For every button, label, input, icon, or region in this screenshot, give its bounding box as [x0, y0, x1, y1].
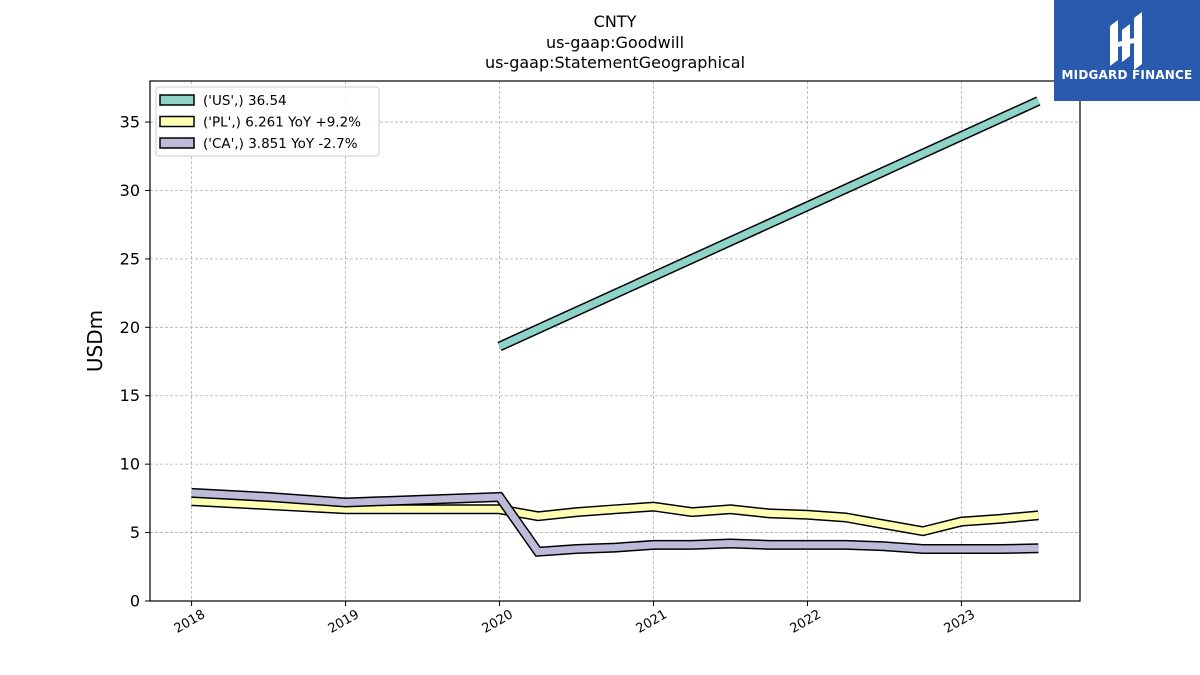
title-line-3: us-gaap:StatementGeographical — [485, 53, 745, 72]
legend: ('US',) 36.54 ('PL',) 6.261 YoY +9.2% ('CA… — [155, 86, 380, 157]
y-axis: 0 5 10 15 20 25 30 35 — [120, 113, 150, 611]
x-tick-label: 2019 — [326, 607, 362, 637]
plot-frame — [149, 80, 1081, 602]
x-axis: 2018 2019 2020 2021 2022 2023 — [172, 601, 978, 637]
title-line-1: CNTY — [594, 12, 637, 31]
y-axis-label: USDm — [83, 310, 107, 372]
y-tick-label: 15 — [120, 386, 140, 405]
legend-entry: ('US',) 36.54 — [203, 93, 287, 109]
x-tick-label: 2022 — [788, 607, 824, 637]
title-line-2: us-gaap:Goodwill — [546, 33, 684, 52]
x-tick-label: 2021 — [634, 607, 670, 637]
y-tick-label: 25 — [120, 249, 140, 268]
y-tick-label: 5 — [130, 523, 140, 542]
x-tick-label: 2020 — [480, 607, 516, 637]
series-line-2 — [191, 489, 1039, 556]
y-tick-label: 0 — [130, 592, 140, 611]
x-tick-label: 2023 — [942, 607, 978, 637]
x-tick-label: 2018 — [172, 607, 208, 637]
y-tick-label: 35 — [120, 113, 140, 132]
legend-swatch — [159, 94, 195, 106]
series-layer — [191, 96, 1041, 557]
legend-box — [155, 86, 380, 157]
legend-swatch — [159, 115, 195, 128]
y-tick-label: 30 — [120, 181, 140, 200]
y-tick-label: 20 — [120, 318, 140, 337]
legend-entry: ('PL',) 6.261 YoY +9.2% — [203, 115, 361, 131]
legend-swatch — [159, 137, 195, 149]
logo-mark-icon — [1110, 12, 1142, 70]
brand-logo: MIDGARD FINANCE — [1054, 0, 1200, 101]
series-line-1 — [191, 497, 1039, 535]
legend-entry: ('CA',) 3.851 YoY -2.7% — [203, 136, 358, 152]
logo-text: MIDGARD FINANCE — [1061, 68, 1193, 82]
chart-title: CNTY us-gaap:Goodwill us-gaap:StatementG… — [485, 12, 745, 72]
series-line-0 — [498, 97, 1040, 350]
y-tick-label: 10 — [120, 455, 140, 474]
